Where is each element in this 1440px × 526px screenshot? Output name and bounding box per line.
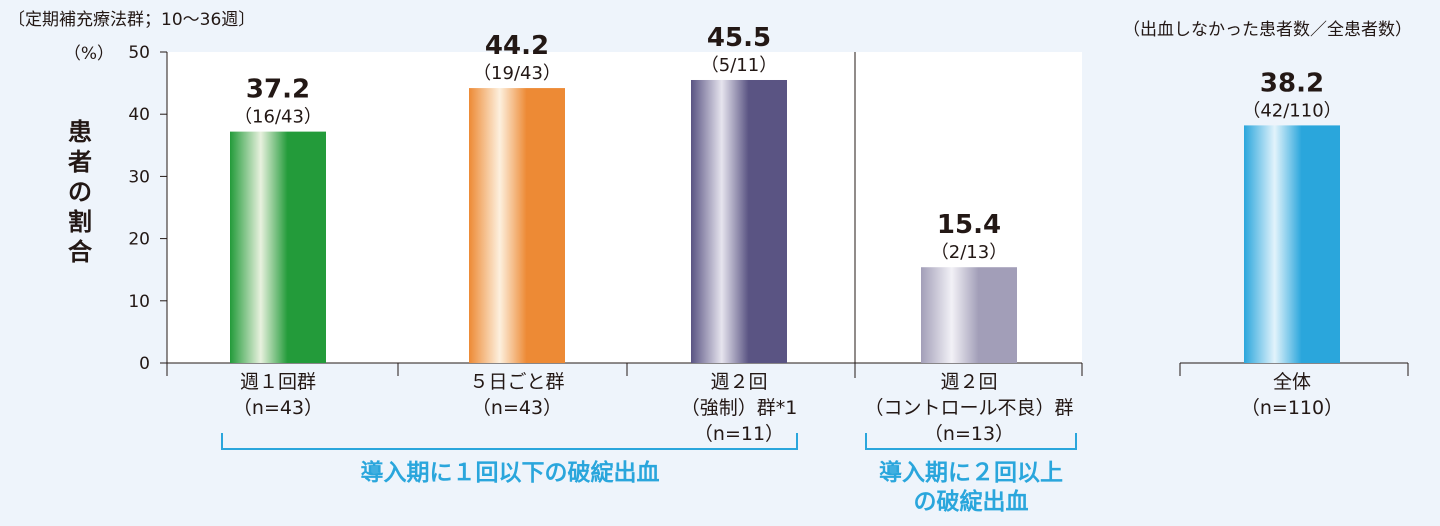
labels-layer: 37.2（16/43） 週１回群 （n=43） 44.2（19/43） ５日ごと群 （n=… (233, 23, 1343, 445)
category-label: （n=43） (472, 397, 562, 419)
bar (921, 267, 1017, 363)
bars-layer (230, 79, 1340, 364)
group-label: 導入期に２回以上 (879, 459, 1063, 486)
category-label: （n=13） (924, 423, 1014, 445)
y-tick-label: 0 (139, 354, 150, 374)
y-unit-label: （%） (64, 44, 114, 64)
header-left: 〔定期補充療法群；10～36週〕 (8, 10, 255, 30)
fraction-label: （5/11） (701, 55, 777, 76)
value-label: 37.2 (246, 75, 310, 105)
group-label: の破綻出血 (914, 488, 1029, 515)
bar (469, 88, 565, 364)
bar (691, 79, 787, 364)
group-bracket-1 (221, 433, 798, 450)
y-tick-label: 40 (128, 105, 150, 125)
category-label: （n=110） (1241, 397, 1343, 419)
group-label: 導入期に１回以下の破綻出血 (361, 459, 660, 486)
y-tick-label: 20 (128, 230, 150, 250)
fraction-label: （19/43） (473, 63, 561, 84)
category-label: （強制）群*1 (681, 397, 798, 419)
value-label: 44.2 (485, 31, 549, 61)
header-right: （出血しなかった患者数／全患者数） (1123, 20, 1412, 40)
bar (230, 131, 326, 363)
category-label: （n=43） (233, 397, 323, 419)
category-label: （コントロール不良）群 (864, 397, 1073, 419)
y-axis-label: 患者の割合 (68, 118, 93, 266)
y-tick-label: 10 (128, 292, 150, 312)
y-ticks: 0 10 20 30 40 50 (128, 43, 167, 374)
category-label: 週２回 (710, 371, 767, 393)
category-label: 週１回群 (240, 371, 316, 393)
value-label: 45.5 (707, 23, 771, 53)
fraction-label: （2/13） (931, 242, 1007, 263)
category-label: ５日ごと群 (469, 371, 564, 393)
group-bracket-2 (865, 433, 1077, 450)
y-tick-label: 30 (128, 167, 150, 187)
fraction-label: （42/110） (1242, 100, 1341, 121)
fraction-label: （16/43） (234, 107, 322, 128)
category-label: （n=11） (694, 423, 784, 445)
category-label: 週２回 (940, 371, 997, 393)
y-tick-label: 50 (128, 43, 150, 63)
bar (1244, 125, 1340, 363)
value-label: 15.4 (937, 210, 1001, 240)
value-label: 38.2 (1260, 68, 1324, 98)
category-label: 全体 (1273, 371, 1311, 393)
x-ticks (166, 363, 1409, 376)
